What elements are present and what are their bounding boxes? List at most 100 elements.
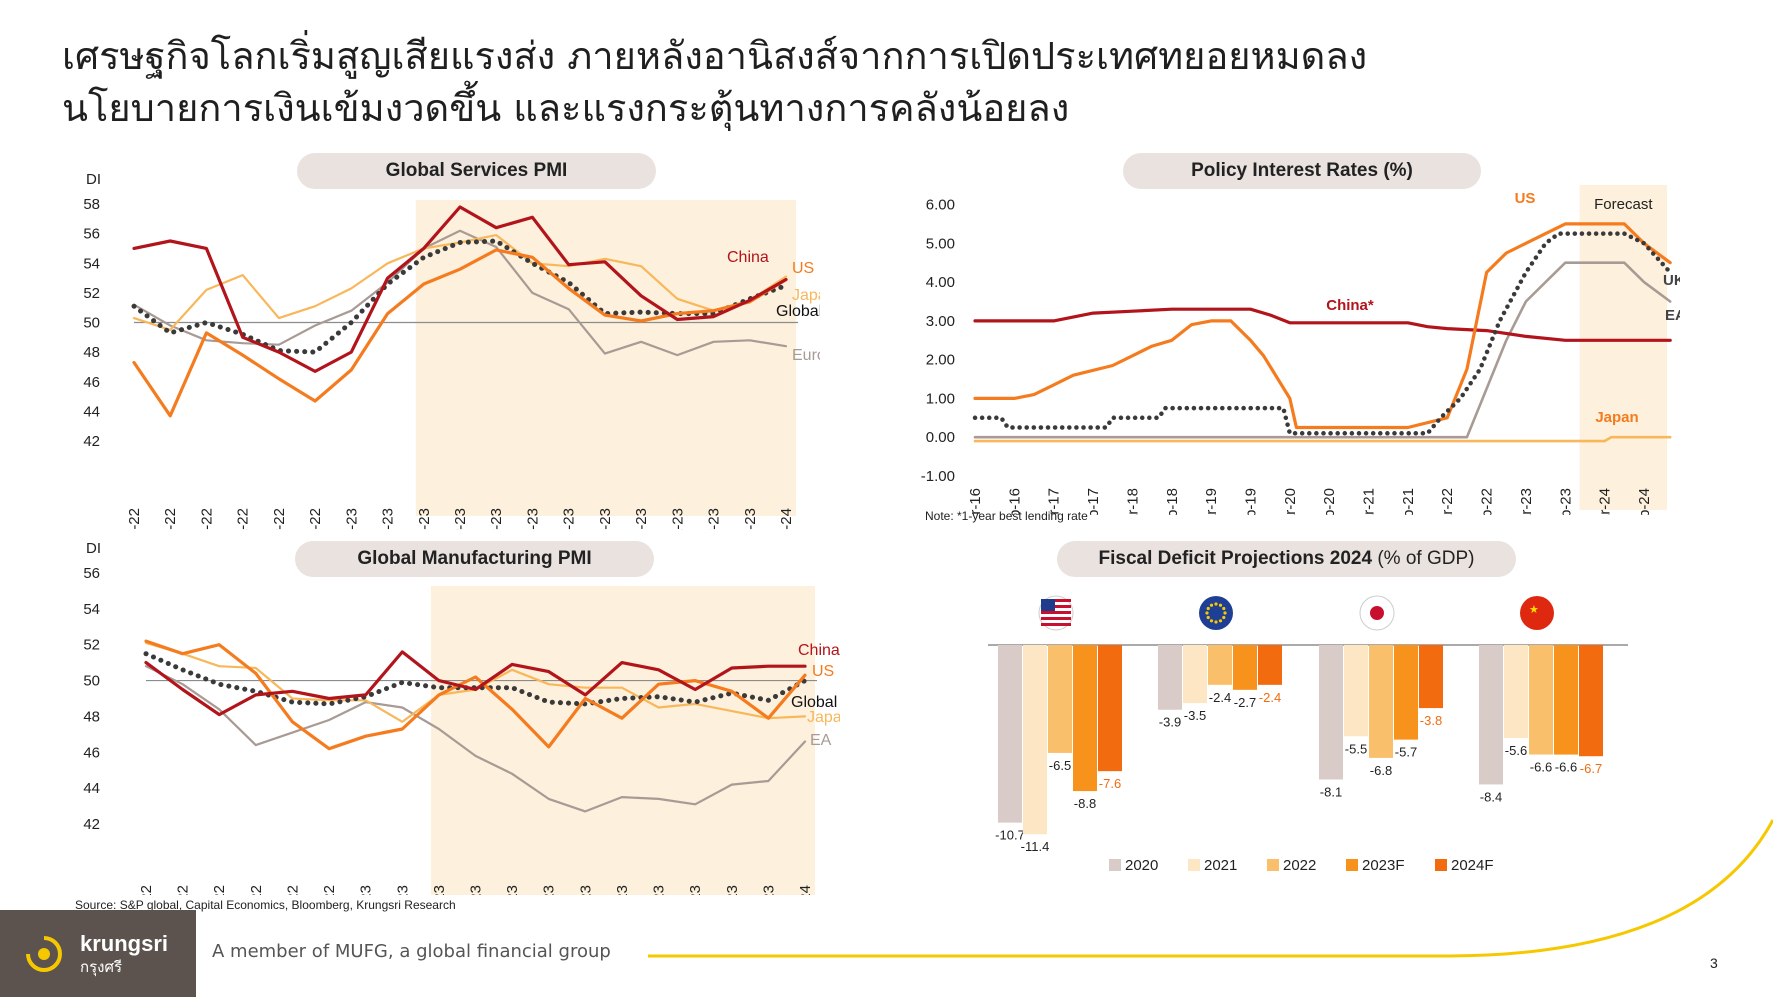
- bar-value-label: -6.7: [1580, 761, 1602, 776]
- bar-china-2022: [1529, 645, 1553, 755]
- eu-flag-star: [1209, 603, 1214, 607]
- y-tick-label: 48: [83, 344, 100, 361]
- bar-value-label: -6.8: [1370, 763, 1392, 778]
- x-tick-label: Sep-22: [1479, 488, 1496, 515]
- y-tick-label: 46: [83, 744, 100, 761]
- legend-label-2023f: 2023F: [1362, 857, 1405, 874]
- manufacturing-pmi-svg: DI 42 44 46 48 50 52 54 56 Jul-22 Aug-22 Sep-22 Oct-…: [83, 540, 850, 935]
- bar-value-label: -6.6: [1555, 760, 1577, 775]
- bar-value-label: -2.7: [1234, 695, 1256, 710]
- x-tick-label: Apr-23: [452, 508, 469, 530]
- krungsri-logo: krungsri กรุงศรี: [0, 910, 196, 997]
- y-tick-label: 4.00: [926, 274, 955, 291]
- us-flag-stripe: [1041, 617, 1071, 620]
- bar-value-label: -3.8: [1420, 713, 1442, 728]
- series-label-china: China*: [1326, 297, 1374, 314]
- y-tick-label: 46: [83, 374, 100, 391]
- bar-ea-2022: [1208, 645, 1232, 685]
- x-tick-label: Dec-22: [321, 885, 338, 895]
- japan-flag-disc: [1370, 606, 1384, 620]
- y-tick-label: 50: [83, 315, 100, 332]
- y-tick-label: 42: [83, 433, 100, 450]
- series-label-japan: Japan: [1595, 409, 1638, 426]
- series-line-us: [144, 639, 807, 751]
- series-line-us: [132, 248, 788, 418]
- policy-rates-chart: Forecast -1.00 0.00 1.00 2.00 3.00 4.00 5.00 6.0…: [910, 185, 1686, 536]
- x-tick-label: Oct-23: [669, 508, 686, 530]
- legend-swatch-2021: [1188, 859, 1200, 871]
- bar-japan-2024f: [1419, 645, 1443, 709]
- bar-japan-2021: [1344, 645, 1368, 737]
- x-tick-label: Mar-19: [1203, 488, 1220, 515]
- x-tick-label: Sep-23: [651, 885, 668, 895]
- x-tick-label: Sep-23: [633, 508, 650, 530]
- series-label-ea: EA: [810, 732, 832, 749]
- fiscal-title-bold: Fiscal Deficit Projections 2024: [1098, 548, 1373, 569]
- x-tick-label: Nov-22: [284, 885, 301, 895]
- x-tick-label: Mar-20: [1282, 488, 1299, 515]
- x-tick-label: Sep-19: [1242, 488, 1259, 515]
- series-line-japan: [973, 435, 1672, 443]
- bar-value-label: -5.5: [1345, 741, 1367, 756]
- y-tick-label: 1.00: [926, 390, 955, 407]
- eu-flag-star: [1206, 615, 1210, 620]
- series-label-japan: Japan: [792, 287, 820, 304]
- legend-label-2020: 2020: [1125, 857, 1158, 874]
- us-flag-stripe: [1041, 599, 1071, 602]
- y-tick-label: 54: [83, 601, 100, 618]
- brand-name-thai: กรุงศรี: [80, 958, 123, 976]
- x-tick-label: Mar-23: [416, 508, 433, 530]
- bar-value-label: -2.4: [1209, 690, 1231, 705]
- y-tick-label: 5.00: [926, 235, 955, 252]
- bar-china-2023f: [1554, 645, 1578, 755]
- series-label-global: Global: [776, 303, 820, 320]
- us-flag-canton: [1041, 599, 1055, 611]
- bar-value-label: -2.4: [1259, 690, 1281, 705]
- x-tick-label: Sep-18: [1164, 488, 1181, 515]
- x-tick-label: Oct-23: [687, 885, 704, 895]
- y-tick-label: 54: [83, 255, 100, 272]
- bar-value-label: -8.8: [1074, 796, 1096, 811]
- y-tick-label: 44: [83, 780, 100, 797]
- slide-title: เศรษฐกิจโลกเริ่มสูญเสียแรงส่ง ภายหลังอาน…: [62, 30, 1742, 134]
- eu-flag-star: [1222, 606, 1226, 611]
- us-flag-stripe: [1041, 623, 1071, 626]
- china-flag-star: ★: [1529, 604, 1539, 616]
- bar-ea-2024f: [1258, 645, 1282, 685]
- x-tick-label: Mar-23: [1518, 488, 1535, 515]
- bar-china-2021: [1504, 645, 1528, 738]
- x-tick-label: Sep-24: [1636, 488, 1653, 515]
- x-tick-label: Sep-22: [198, 508, 215, 530]
- x-tick-label: Mar-18: [1124, 488, 1141, 515]
- series-line-ea: [144, 665, 807, 813]
- forecast-shade: [415, 200, 796, 516]
- eu-flag-star: [1214, 602, 1218, 606]
- x-tick-label: Sep-22: [211, 885, 228, 895]
- x-tick-label: Dec-22: [307, 508, 324, 530]
- x-tick-label: Sep-23: [1557, 488, 1574, 515]
- series-label-japan: Japan: [807, 709, 840, 726]
- x-tick-label: Jun-23: [524, 508, 541, 530]
- series-label-uk: UK: [1663, 272, 1680, 289]
- x-tick-label: Oct-22: [235, 508, 252, 530]
- bar-us-2022: [1048, 645, 1072, 753]
- bar-us-2020: [998, 645, 1022, 823]
- china-flag-icon: [1520, 596, 1554, 630]
- services-pmi-chart: DI 42 44 46 48 50 52 54 56 58 Jul-22 Aug-22 Sep-22 Oc…: [80, 160, 860, 558]
- bar-ea-2021: [1183, 645, 1207, 704]
- x-tick-label: Jan-24: [797, 885, 814, 895]
- eu-flag-star: [1214, 620, 1218, 624]
- x-tick-label: Aug-22: [162, 508, 179, 530]
- source-note: Source: S&P global, Capital Economics, B…: [75, 898, 456, 912]
- x-tick-label: Mar-23: [431, 885, 448, 895]
- y-tick-label: 2.00: [926, 352, 955, 369]
- x-tick-label: Aug-22: [175, 885, 192, 895]
- eu-flag-star: [1223, 611, 1227, 615]
- series-line-uk: [972, 231, 1673, 436]
- manufacturing-pmi-chart: DI 42 44 46 48 50 52 54 56 Jul-22 Aug-22 Sep-22 Oct-…: [80, 535, 850, 935]
- x-tick-label: Mar-24: [1597, 488, 1614, 515]
- series-line-us: [973, 222, 1672, 430]
- bar-value-label: -8.4: [1480, 789, 1502, 804]
- x-tick-label: Feb-23: [394, 885, 411, 895]
- series-label-us: US: [1515, 190, 1536, 207]
